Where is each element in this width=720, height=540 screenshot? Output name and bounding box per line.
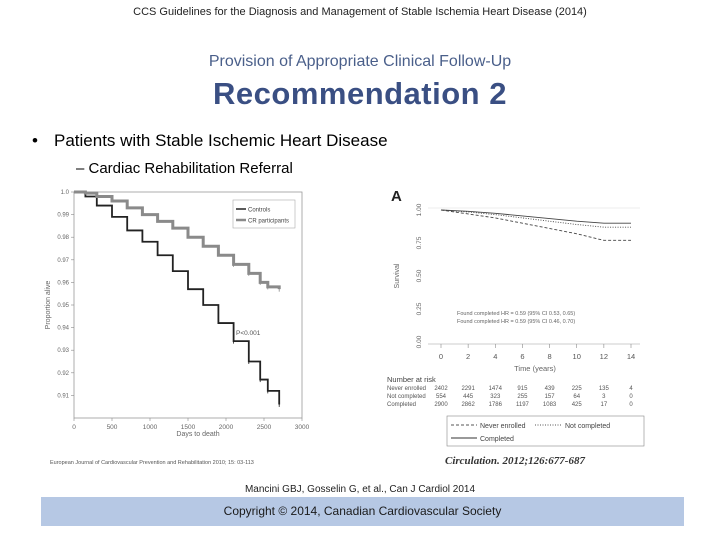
bullet-marker: • [32,131,38,150]
slide-header: CCS Guidelines for the Diagnosis and Man… [133,6,587,18]
risk-cell: 554 [436,394,447,400]
risk-cell: 445 [463,394,474,400]
left-x-axis-label: Days to death [176,431,219,438]
risk-cell: 1197 [516,402,530,408]
left-source: European Journal of Cardiovascular Preve… [50,460,254,466]
risk-cell: 0 [629,402,633,408]
copyright-footer: Copyright © 2014, Canadian Cardiovascula… [41,497,684,526]
left-x-tick-label: 2000 [219,424,234,431]
right-series-line-completed [440,209,631,224]
left-series-line-controls [74,191,281,405]
citation: Mancini GBJ, Gosselin G, et al., Can J C… [244,484,476,495]
risk-cell: 2900 [434,402,448,408]
risk-cell: 64 [573,394,580,400]
right-legend: Never enrolled Not completed Completed [446,415,645,447]
left-y-tick-label: 0.97 [57,258,69,264]
left-y-tick-label: 0.95 [57,303,69,309]
right-y-tick-label: 0.00 [416,335,423,348]
legend-label-controls: Controls [248,208,270,214]
risk-cell: 1786 [489,402,503,408]
right-x-tick-label: 4 [493,352,497,361]
risk-cell: 157 [545,394,556,400]
right-y-tick-label: 1.00 [416,203,423,216]
right-x-axis-label: Time (years) [514,364,556,373]
right-y-axis-label: Survival [394,263,401,288]
left-series-line-cr-participants [74,190,281,290]
risk-cell: 255 [517,394,528,400]
left-x-tick-label: 1500 [181,424,196,431]
risk-cell: 1474 [489,386,503,392]
risk-cell: 17 [601,402,608,408]
risk-cell: 0 [629,394,633,400]
bullet-point: • Patients with Stable Ischemic Heart Dis… [32,131,388,151]
risk-cell: 425 [572,402,583,408]
right-x-tick-label: 0 [439,352,443,361]
right-survival-chart: A 0 2 4 6 8 10 12 14 0.00 0.25 0.50 0.75 1.00 Surviv… [385,182,650,472]
risk-cell: 2291 [461,386,475,392]
left-y-tick-label: 0.94 [57,326,69,332]
left-x-tick-label: 1000 [143,424,158,431]
right-x-tick-label: 12 [600,352,608,361]
left-x-tick-label: 2500 [257,424,272,431]
left-y-axis-label: Proportion alive [45,281,52,330]
risk-table-title: Number at risk [387,375,436,384]
right-series-line-never-enrolled [440,209,631,241]
risk-cell: 439 [545,386,556,392]
risk-cell: 915 [517,386,528,392]
right-y-tick-label: 0.25 [416,302,423,315]
left-x-tick-label: 0 [72,424,76,431]
right-y-tick-label: 0.75 [416,236,423,249]
panel-label: A [391,188,402,205]
slide-title: Recommendation 2 [213,76,507,111]
hr-annotation-1: Found completed HR = 0.59 (95% CI 0.53, … [457,311,575,317]
left-y-tick-label: 0.96 [57,280,69,286]
left-legend: Controls CR participants [232,199,296,229]
risk-cell: 135 [599,386,610,392]
right-series-line-not-completed [440,209,631,228]
left-survival-chart: 0 500 1000 1500 2000 2500 3000 1.0 0.99 0.98 0.97 0… [40,180,328,476]
right-x-tick-label: 6 [520,352,524,361]
right-y-tick-label: 0.50 [416,269,423,282]
risk-cell: 1083 [543,402,557,408]
left-y-tick-label: 0.93 [57,348,69,354]
risk-cell: 225 [572,386,583,392]
right-x-tick-label: 10 [573,352,581,361]
right-x-tick-label: 2 [466,352,470,361]
risk-cell: 2862 [461,402,475,408]
left-y-tick-label: 0.99 [57,213,69,219]
left-p-value: P<0.001 [236,330,261,337]
left-y-tick-label: 0.92 [57,371,69,377]
hr-annotation-2: Found completed HR = 0.59 (95% CI 0.46, … [457,319,575,325]
risk-row-label: Never enrolled [387,386,426,392]
right-source: Circulation. 2012;126:677-687 [445,455,585,467]
left-y-tick-label: 0.98 [57,235,69,241]
legend-label-never: Never enrolled [480,423,526,430]
legend-label-completed: Completed [480,436,514,443]
left-x-tick-label: 500 [107,424,118,431]
risk-cell: 4 [629,386,633,392]
risk-cell: 3 [602,394,606,400]
left-x-tick-label: 3000 [295,424,310,431]
right-x-tick-label: 8 [547,352,551,361]
legend-label-notcompleted: Not completed [565,423,610,430]
slide-subtitle: Provision of Appropriate Clinical Follow… [208,53,512,70]
right-x-tick-label: 14 [627,352,635,361]
risk-row-label: Completed [387,402,416,408]
risk-row-label: Not completed [387,394,426,400]
left-y-tick-label: 1.0 [61,190,70,196]
bullet-text: Patients with Stable Ischemic Heart Dise… [54,131,388,150]
left-y-tick-label: 0.91 [57,393,69,399]
risk-cell: 2402 [434,386,448,392]
legend-label-cr: CR participants [248,219,289,225]
sub-bullet-point: – Cardiac Rehabilitation Referral [76,160,293,177]
risk-cell: 323 [490,394,501,400]
